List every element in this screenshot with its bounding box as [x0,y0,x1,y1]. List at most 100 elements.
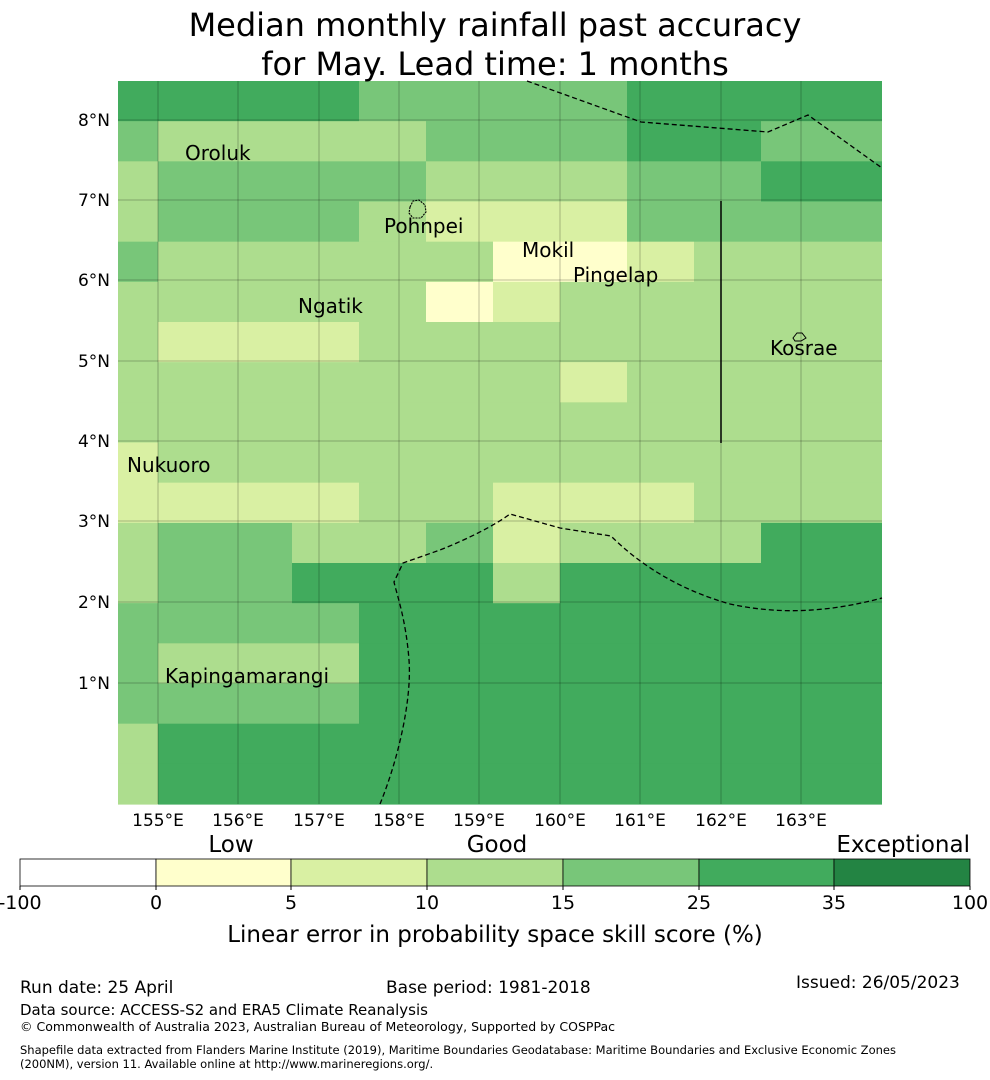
grid-cell [292,201,359,243]
grid-cell [292,643,359,685]
grid-cell [694,161,761,203]
grid-cell [359,442,426,484]
place-label: Mokil [522,238,574,262]
grid-cell [627,161,694,203]
grid-cell [560,723,627,765]
colorbar-tick-label: -100 [0,892,42,914]
grid-cell [118,201,158,243]
colorbar-segment [19,858,157,887]
grid-cell [493,201,560,243]
grid-cell [359,201,426,243]
longitude-label: 160°E [534,811,586,831]
grid-cell [627,81,694,122]
latitude-label: 8°N [78,111,110,131]
grid-cell [694,482,761,524]
grid-cell [761,161,882,203]
grid-cell [118,402,158,444]
grid-cell [627,241,694,283]
grid-cell [158,643,292,685]
colorbar-category-label: Exceptional [836,832,970,858]
colorbar-label: Linear error in probability space skill … [227,922,763,948]
base-period: Base period: 1981-2018 [386,978,591,998]
grid-cell [694,322,761,363]
grid-cell [761,201,882,243]
grid-cell [426,643,493,685]
place-label: Ngatik [298,294,363,318]
grid-cell [118,362,158,403]
grid-cell [761,643,882,685]
colorbar-segment [426,858,564,887]
grid-cell [118,281,158,323]
grid-cell [627,402,694,444]
grid-cell [493,161,560,203]
grid-cell [627,603,694,644]
grid-cell [560,603,627,644]
grid-cell [426,442,493,484]
grid-cell [118,121,158,162]
grid-cell [426,683,493,725]
grid-cell [627,201,694,243]
grid-cell [359,643,426,685]
grid-cell [761,281,882,323]
grid-cell [426,603,493,644]
grid-cell [761,522,882,564]
grid-cell [426,763,493,805]
colorbar-segment [562,858,700,887]
grid-cell [158,81,292,122]
place-label: Oroluk [185,141,251,165]
grid-cell [426,81,493,122]
eez-boundary-south [379,513,883,805]
grid-cell [694,81,761,122]
grid-cell [426,281,493,323]
grid-cell [627,763,694,805]
grid-cell [694,522,761,564]
colorbar-category-label: Good [467,832,528,858]
latitude-label: 5°N [78,352,110,372]
grid-cell [158,322,292,363]
grid-cell [359,81,426,122]
grid-cell [560,402,627,444]
colorbar-tick-labels: -100 0 5 10 15 25 35 100 [0,886,988,914]
grid-cell [118,241,158,283]
longitude-label: 159°E [453,811,505,831]
grid-cell [560,442,627,484]
grid-cell [118,81,158,122]
colorbar-tick-label: 0 [150,892,162,914]
grid-cell [761,362,882,403]
run-date: Run date: 25 April [20,978,174,998]
grid-cell [560,563,627,604]
grid-cell [359,522,426,564]
grid-cell [694,603,761,644]
grid-cell [761,763,882,805]
latitude-label: 3°N [78,512,110,532]
grid-cell [426,402,493,444]
grid-cell [292,522,359,564]
longitude-label: 162°E [695,811,747,831]
grid-cell [158,281,292,323]
grid-cell [694,201,761,243]
grid-cell [359,683,426,725]
grid-cell [560,281,627,323]
grid-cell [560,362,627,403]
grid-cell [493,643,560,685]
grid-cell [292,241,359,283]
grid-cell [627,643,694,685]
issued-date: Issued: 26/05/2023 [796,973,960,993]
grid-cell [761,402,882,444]
grid-cell [694,723,761,765]
grid-cell [292,362,359,403]
grid-cell [694,442,761,484]
colorbar-segment [155,858,292,887]
colorbar-tick-label: 35 [822,892,846,914]
grid-cell [694,121,761,162]
grid-cell [158,241,292,283]
grid-cell [627,442,694,484]
grid-cell [761,121,882,162]
place-label: Kosrae [770,336,838,360]
grid-cell [694,763,761,805]
grid-cell [158,402,292,444]
grid-cell [359,563,426,604]
grid-cell [493,603,560,644]
grid-cell [627,121,694,162]
